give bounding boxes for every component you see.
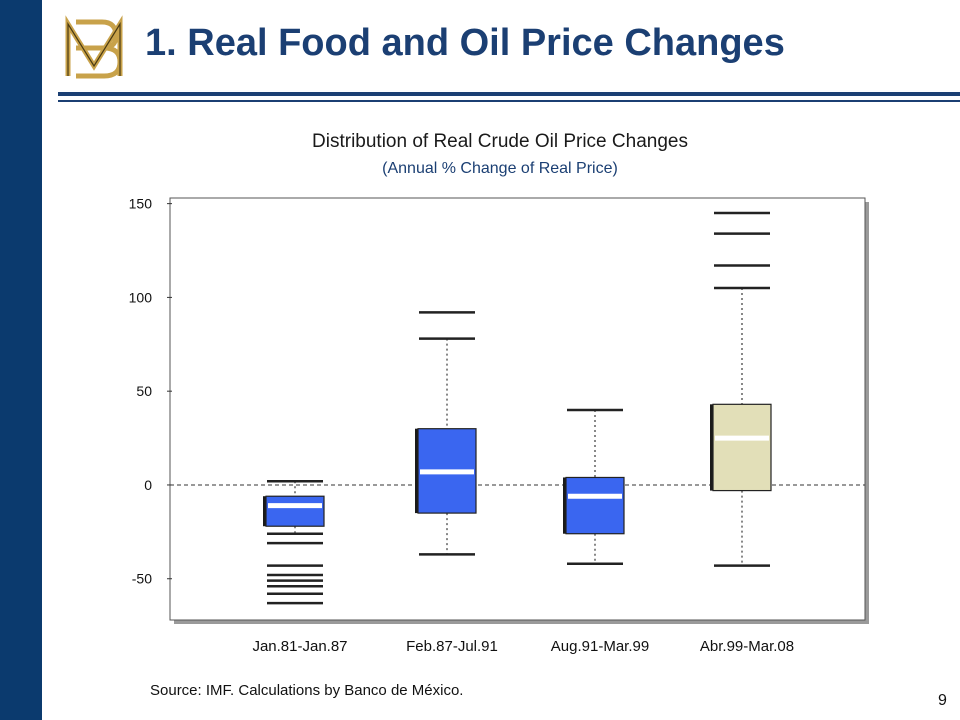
y-tick-label: 0 xyxy=(144,477,152,493)
chart-subtitle: (Annual % Change of Real Price) xyxy=(382,160,618,177)
y-tick-label: 150 xyxy=(129,196,153,212)
title-rule-thin xyxy=(58,100,960,102)
box-Abr.99-Mar.08 xyxy=(712,403,772,492)
x-category-label: Abr.99-Mar.08 xyxy=(700,638,794,655)
box-shadow xyxy=(263,496,267,527)
box-shadow xyxy=(563,477,567,534)
source-note: Source: IMF. Calculations by Banco de Mé… xyxy=(150,682,464,699)
box-Aug.91-Mar.99 xyxy=(565,476,625,535)
box-shadow xyxy=(415,428,419,514)
chart-title: Distribution of Real Crude Oil Price Cha… xyxy=(312,131,688,152)
x-category-label: Feb.87-Jul.91 xyxy=(406,638,498,655)
y-tick-label: -50 xyxy=(132,571,152,587)
box-shadow xyxy=(710,404,714,491)
page-title: 1. Real Food and Oil Price Changes xyxy=(145,22,785,64)
x-category-label: Aug.91-Mar.99 xyxy=(551,638,649,655)
box-Jan.81-Jan.87 xyxy=(265,495,325,527)
left-sidebar-bar xyxy=(0,0,42,720)
title-rule-thick xyxy=(58,92,960,96)
y-tick-label: 50 xyxy=(136,383,152,399)
x-category-label: Jan.81-Jan.87 xyxy=(252,638,347,655)
banco-de-mexico-logo xyxy=(65,15,123,79)
page-number: 9 xyxy=(938,692,947,709)
y-tick-label: 100 xyxy=(129,289,153,305)
